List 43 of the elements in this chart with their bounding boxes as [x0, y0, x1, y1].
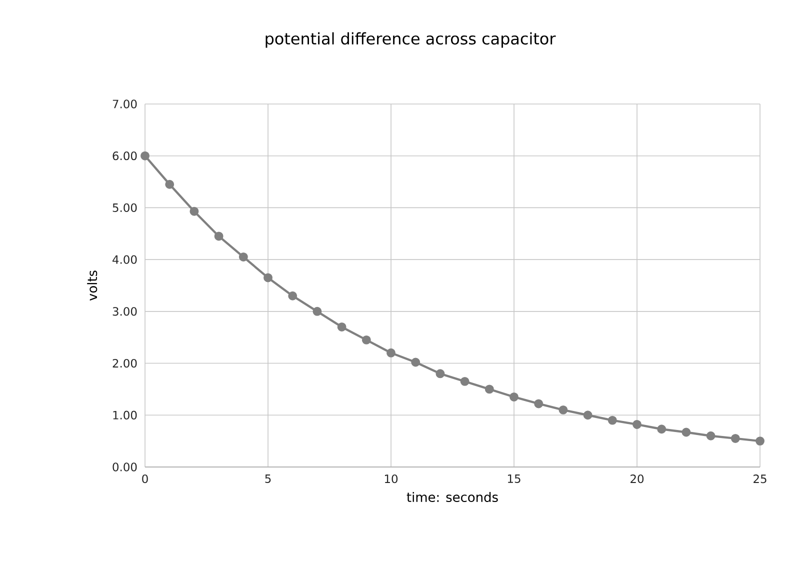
point: [756, 436, 764, 446]
x-tick-label: 0: [142, 474, 148, 484]
chart-title: potential difference across capacitor: [266, 32, 556, 48]
point: [140, 151, 150, 160]
y-tick-label: 0.00: [112, 462, 137, 472]
point: [583, 410, 592, 420]
point: [288, 291, 298, 300]
point: [484, 384, 494, 394]
point: [730, 434, 740, 443]
y-tick-label: 3.00: [112, 307, 137, 316]
point: [682, 428, 691, 437]
y-tick-label: 1.00: [113, 410, 137, 420]
y-tick-label: 4.00: [112, 255, 137, 264]
x-tick-label: 15: [508, 474, 520, 484]
point: [558, 405, 568, 414]
y-tick-label: 7.00: [112, 100, 137, 108]
x-tick-label: 5: [265, 474, 271, 484]
point: [238, 252, 248, 262]
x-tick-label: 25: [754, 474, 766, 484]
point: [657, 424, 666, 434]
point: [312, 306, 322, 316]
point: [460, 376, 470, 386]
x-tick-label: 20: [630, 474, 644, 484]
point: [706, 431, 716, 440]
point: [534, 399, 544, 408]
y-tick-label: 2.00: [112, 358, 137, 368]
point: [214, 232, 224, 241]
point: [337, 322, 346, 332]
point: [190, 206, 199, 216]
point: [510, 392, 518, 402]
y-axis-title: volts: [87, 270, 98, 301]
x-tick-label: 10: [384, 474, 398, 484]
point: [608, 416, 617, 425]
point: [436, 369, 445, 378]
x-axis-title: time: seconds: [406, 492, 498, 502]
point: [264, 273, 272, 282]
point: [386, 348, 396, 358]
point: [362, 335, 371, 344]
y-tick-label: 5.00: [112, 203, 137, 212]
point: [632, 420, 642, 429]
point: [411, 358, 420, 367]
point: [165, 180, 174, 189]
y-tick-label: 6.00: [112, 152, 137, 160]
